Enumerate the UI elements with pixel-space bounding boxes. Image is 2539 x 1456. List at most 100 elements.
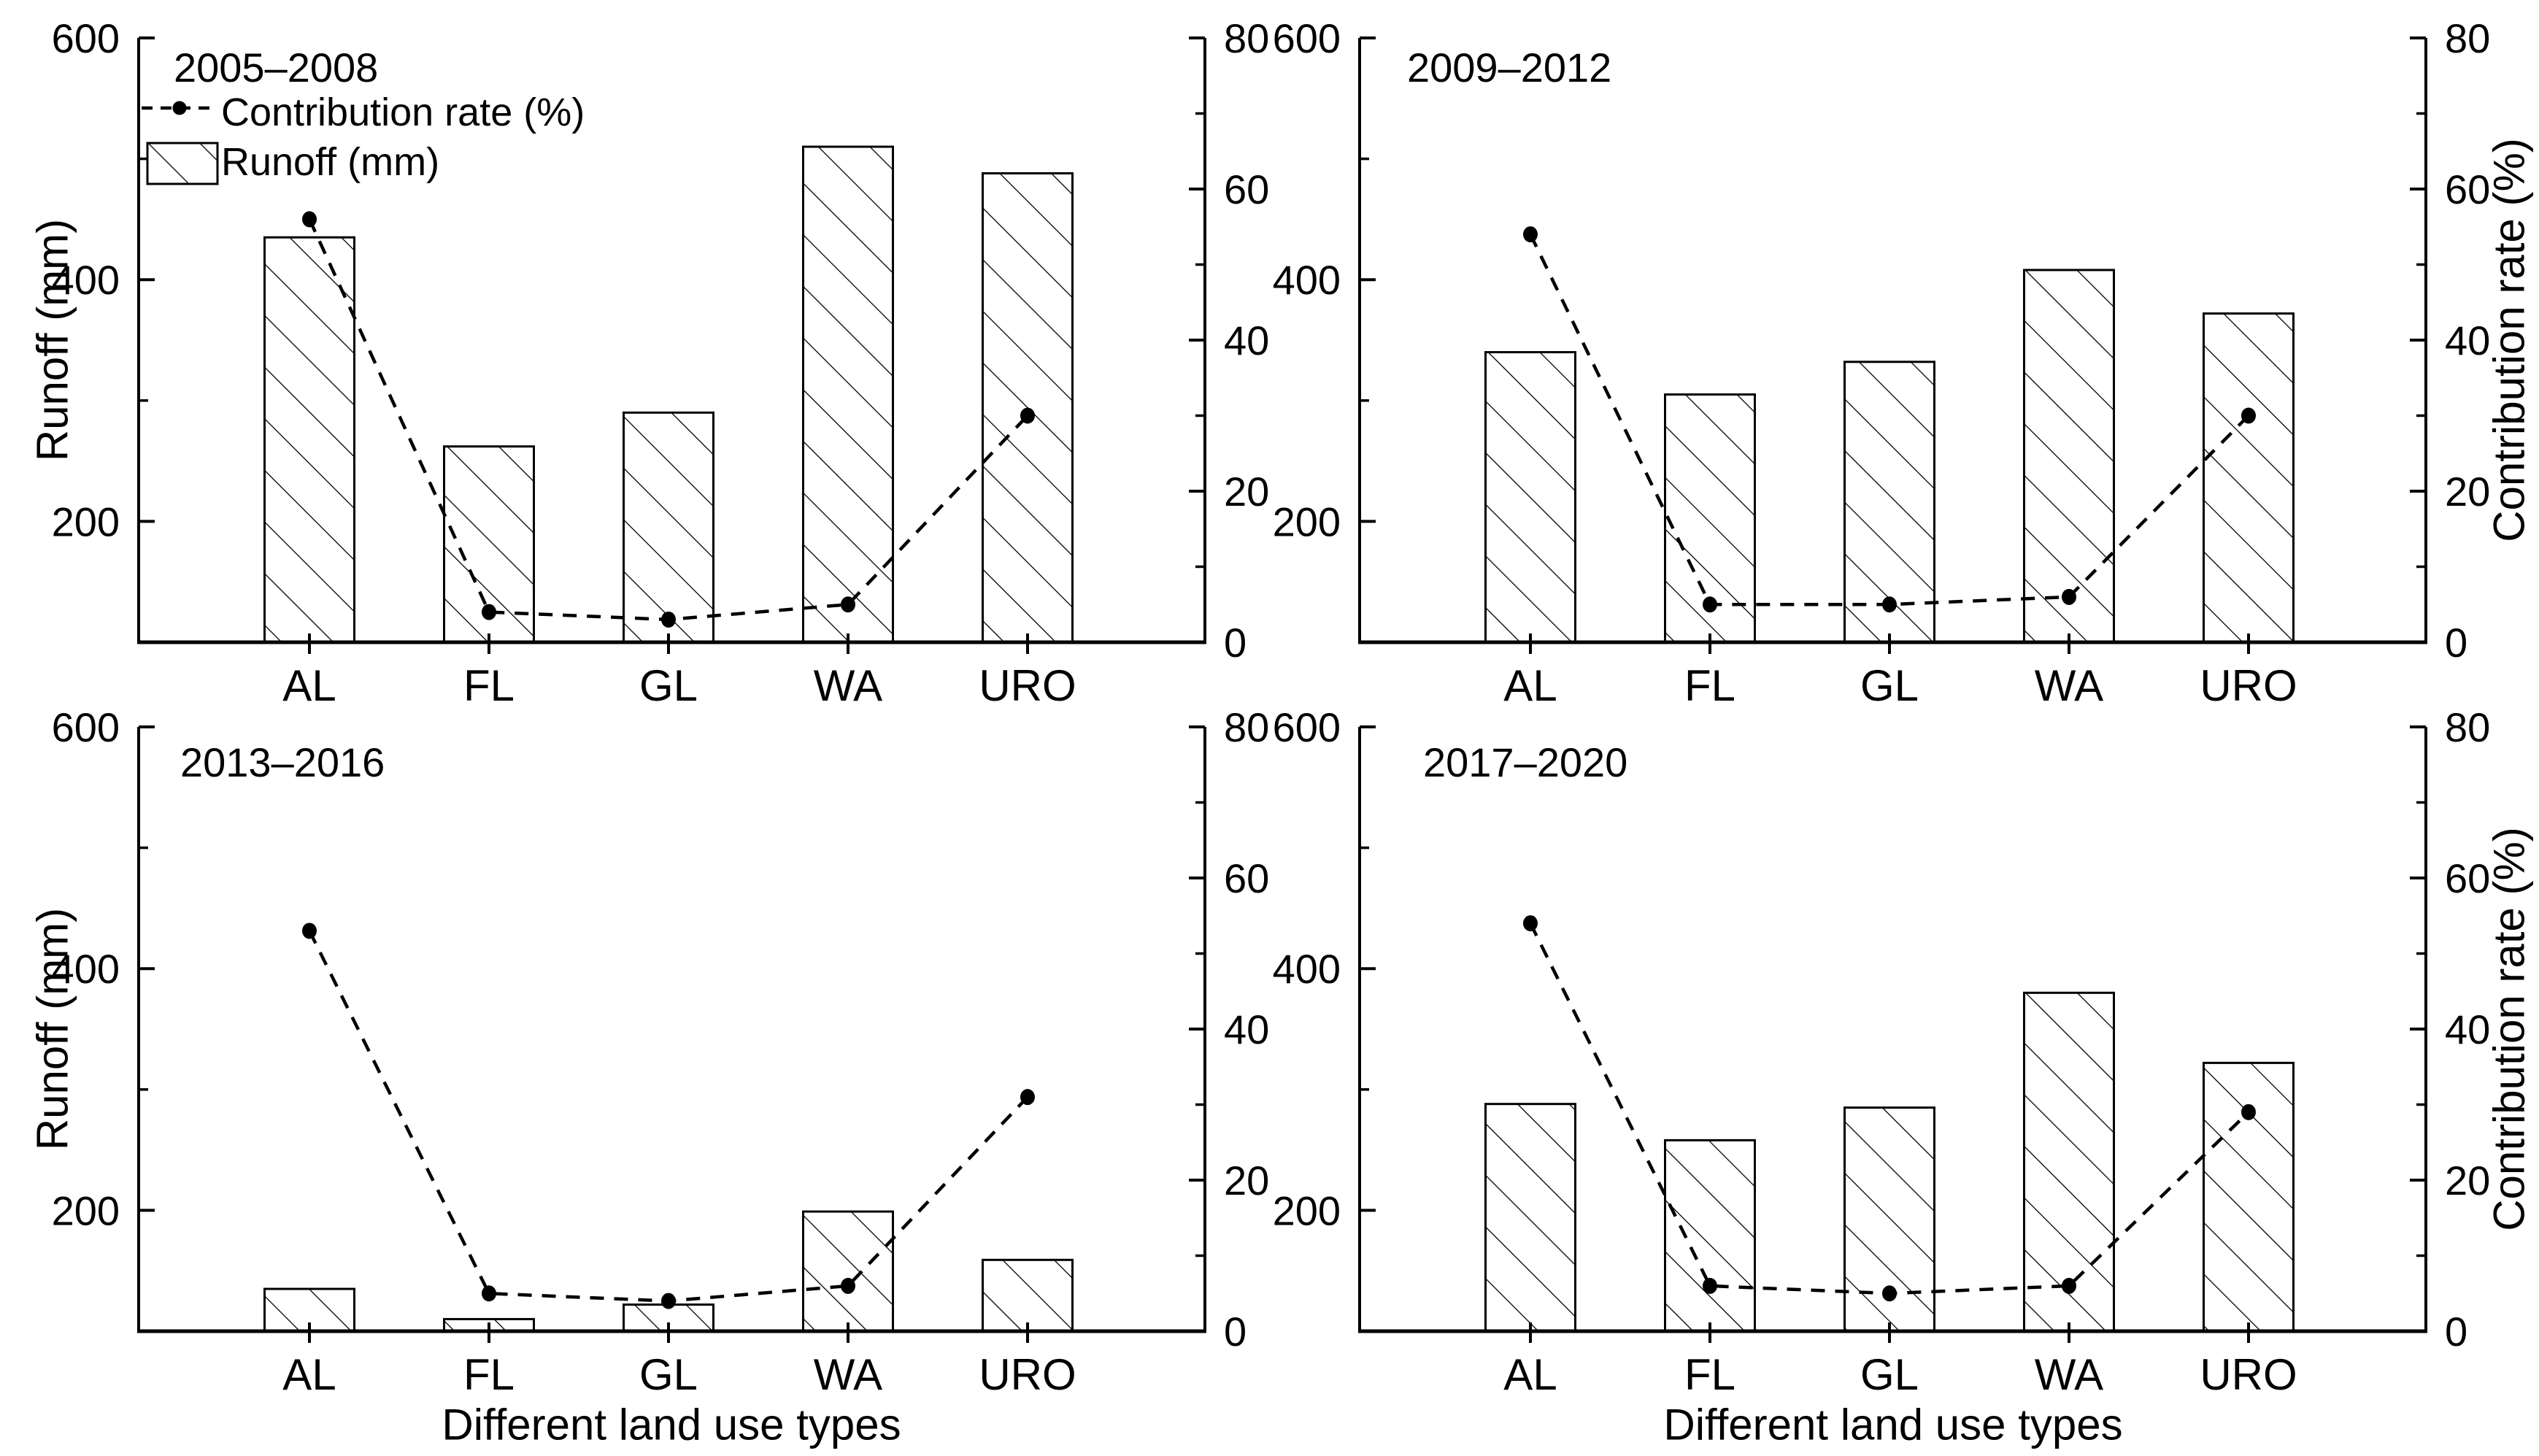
x-axis-title-left-panel: Different land use types	[442, 1400, 901, 1449]
left-tick-label: 400	[1273, 946, 1341, 992]
category-label-GL: GL	[639, 1350, 698, 1399]
y-axis-title-runoff-top-row: Runoff (mm)	[28, 218, 77, 462]
right-tick-label: 40	[2445, 317, 2490, 363]
contribution-point-WA	[841, 1277, 855, 1294]
runoff-bar-URO	[2203, 312, 2295, 644]
right-tick-label: 20	[2445, 1158, 2490, 1203]
category-label-WA: WA	[814, 1350, 882, 1399]
contribution-line	[307, 930, 1029, 1303]
right-tick-label: 80	[1224, 15, 1269, 61]
left-tick-label: 600	[52, 704, 120, 750]
runoff-bar-URO	[982, 1258, 1074, 1333]
y-axis-title-contribution-top-row: Contribution rate (%)	[2484, 138, 2534, 542]
category-label-AL: AL	[282, 1350, 336, 1399]
right-tick-label: 40	[2445, 1006, 2490, 1052]
legend-bar-label: Runoff (mm)	[221, 140, 440, 184]
left-tick-label: 400	[52, 946, 120, 992]
contribution-point-FL	[1703, 1277, 1717, 1294]
category-label-URO: URO	[2200, 661, 2297, 710]
right-tick-label: 80	[1224, 704, 1269, 750]
category-label-FL: FL	[463, 661, 515, 710]
left-tick-label: 600	[52, 15, 120, 61]
left-tick-label: 600	[1273, 15, 1341, 61]
category-label-FL: FL	[1684, 661, 1735, 710]
contribution-point-AL	[1523, 226, 1538, 243]
right-tick-label: 60	[1224, 166, 1269, 212]
contribution-point-URO	[1020, 1089, 1035, 1106]
right-tick-label: 40	[1224, 1006, 1269, 1052]
runoff-bar-GL	[1843, 361, 1935, 644]
runoff-bar-GL	[623, 411, 714, 644]
category-label-AL: AL	[1503, 661, 1557, 710]
panel-title-2009-2012: 2009–2012	[1407, 45, 1612, 90]
left-tick-label: 200	[52, 1187, 120, 1233]
panel-3: 200 400 600 0 20 40 60 80 AL FL GL WA URO	[52, 704, 1270, 1399]
right-tick-label: 20	[1224, 1158, 1269, 1203]
right-tick-label: 80	[2445, 704, 2490, 750]
y-axis-title-runoff-bottom-row: Runoff (mm)	[28, 907, 77, 1151]
right-tick-label: 60	[2445, 855, 2490, 901]
runoff-bar-AL	[1484, 1103, 1576, 1333]
category-label-FL: FL	[1684, 1350, 1735, 1399]
left-tick-label: 400	[1273, 257, 1341, 303]
right-tick-label: 20	[2445, 469, 2490, 515]
category-label-GL: GL	[1860, 1350, 1919, 1399]
legend-line-sample-icon	[142, 101, 217, 115]
contribution-point-AL	[1523, 915, 1538, 932]
category-label-WA: WA	[814, 661, 882, 710]
right-tick-label: 0	[2445, 1309, 2467, 1355]
runoff-bar-FL	[1664, 1139, 1756, 1333]
right-tick-label: 80	[2445, 15, 2490, 61]
contribution-point-AL	[302, 922, 317, 939]
category-label-AL: AL	[1503, 1350, 1557, 1399]
panel-4: 200 400 600 0 20 40 60 80 AL FL GL WA URO	[1273, 704, 2491, 1399]
contribution-point-FL	[482, 604, 496, 620]
runoff-bar-WA	[802, 1210, 894, 1333]
x-axis-title-right-panel: Different land use types	[1663, 1400, 2123, 1449]
category-label-URO: URO	[979, 1350, 1076, 1399]
category-label-GL: GL	[639, 661, 698, 710]
runoff-bar-WA	[2023, 269, 2115, 644]
category-label-URO: URO	[979, 661, 1076, 710]
left-tick-label: 200	[1273, 1187, 1341, 1233]
contribution-point-GL	[661, 1293, 676, 1309]
category-label-WA: WA	[2035, 661, 2103, 710]
legend-line-label: Contribution rate (%)	[221, 90, 585, 134]
right-tick-label: 20	[1224, 469, 1269, 515]
contribution-point-WA	[2062, 1277, 2076, 1294]
right-tick-label: 60	[2445, 166, 2490, 212]
contribution-point-FL	[482, 1285, 496, 1302]
runoff-bar-AL	[1484, 351, 1576, 644]
contribution-point-WA	[841, 596, 855, 613]
panel-title-2013-2016: 2013–2016	[180, 739, 385, 785]
category-label-URO: URO	[2200, 1350, 2297, 1399]
panel-2: 200 400 600 0 20 40 60 80 AL FL GL WA URO	[1273, 15, 2491, 710]
left-tick-label: 200	[1273, 498, 1341, 544]
runoff-bar-AL	[263, 236, 355, 644]
contribution-point-FL	[1703, 596, 1717, 613]
right-tick-label: 0	[1224, 1309, 1247, 1355]
right-tick-label: 40	[1224, 317, 1269, 363]
category-label-WA: WA	[2035, 1350, 2103, 1399]
contribution-point-URO	[2241, 407, 2256, 424]
category-label-GL: GL	[1860, 661, 1919, 710]
panel-title-2005-2008: 2005–2008	[174, 45, 379, 90]
panel-title-2017-2020: 2017–2020	[1423, 739, 1628, 785]
panel-1: 200 400 600 0 20 40 60 80 AL FL GL WA URO	[52, 15, 1270, 710]
left-tick-label: 600	[1273, 704, 1341, 750]
contribution-point-GL	[1882, 1285, 1897, 1302]
right-tick-label: 0	[2445, 620, 2467, 666]
contribution-point-GL	[661, 611, 676, 628]
y-axis-title-contribution-bottom-row: Contribution rate (%)	[2484, 827, 2534, 1231]
left-tick-label: 400	[52, 257, 120, 303]
contribution-point-URO	[1020, 407, 1035, 424]
legend-bar-swatch-icon	[146, 142, 219, 185]
runoff-bar-WA	[802, 145, 894, 644]
contribution-point-URO	[2241, 1103, 2256, 1120]
runoff-bar-URO	[2203, 1061, 2295, 1333]
right-tick-label: 60	[1224, 855, 1269, 901]
category-label-AL: AL	[282, 661, 336, 710]
category-label-FL: FL	[463, 1350, 515, 1399]
